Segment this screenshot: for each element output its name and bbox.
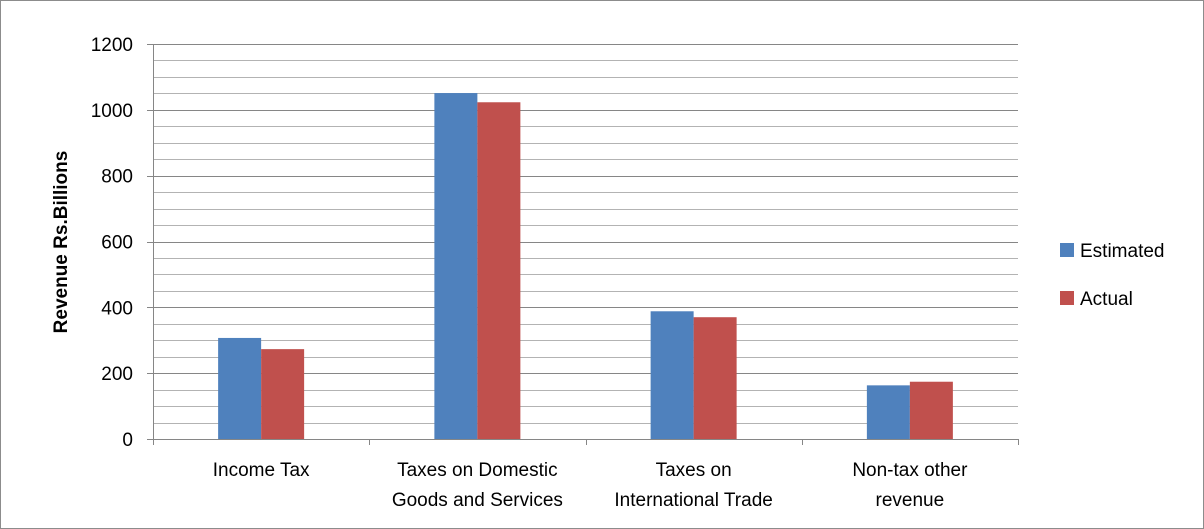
category-label: Taxes on International Trade — [614, 460, 772, 511]
gridlines — [153, 44, 1018, 424]
legend: Estimated Actual — [1060, 241, 1164, 310]
legend-label-estimated: Estimated — [1080, 241, 1164, 262]
category-label-line: Taxes on Domestic — [397, 460, 558, 481]
y-tick-label: 200 — [101, 364, 133, 385]
bar-estimated-1 — [434, 93, 478, 439]
category-label-line: International Trade — [614, 490, 772, 511]
y-tick-label: 1200 — [91, 35, 133, 56]
bar-estimated-3 — [866, 385, 910, 439]
category-label-line: Non-tax other — [852, 460, 968, 481]
y-tick-labels: 0 200 400 600 800 1000 1200 — [91, 35, 133, 451]
category-label-line: Income Tax — [213, 460, 310, 481]
y-tick-label: 800 — [101, 167, 133, 188]
category-label: Non-tax other revenue — [852, 460, 968, 511]
bar-estimated-2 — [650, 311, 694, 439]
bars — [218, 93, 953, 439]
y-axis-title: Revenue Rs.Billions — [51, 151, 72, 334]
legend-swatch-actual — [1060, 291, 1074, 305]
y-tick-label: 600 — [101, 233, 133, 254]
y-tick-label: 400 — [101, 298, 133, 319]
legend-label-actual: Actual — [1080, 289, 1133, 310]
axes — [147, 44, 1019, 445]
y-tick-label: 1000 — [91, 101, 133, 122]
bar-actual-1 — [477, 102, 521, 439]
bar-estimated-0 — [218, 337, 262, 439]
category-labels: Income Tax Taxes on Domestic Goods and Ser… — [213, 460, 968, 511]
bar-actual-0 — [261, 349, 305, 439]
category-label: Taxes on Domestic Goods and Services — [392, 460, 563, 511]
category-label-line: Taxes on — [656, 460, 732, 481]
bar-actual-3 — [909, 381, 953, 439]
category-label-line: revenue — [876, 490, 945, 511]
category-label: Income Tax — [213, 460, 310, 481]
legend-swatch-estimated — [1060, 243, 1074, 257]
bar-actual-2 — [693, 317, 737, 439]
category-label-line: Goods and Services — [392, 490, 563, 511]
y-tick-label: 0 — [122, 430, 133, 451]
